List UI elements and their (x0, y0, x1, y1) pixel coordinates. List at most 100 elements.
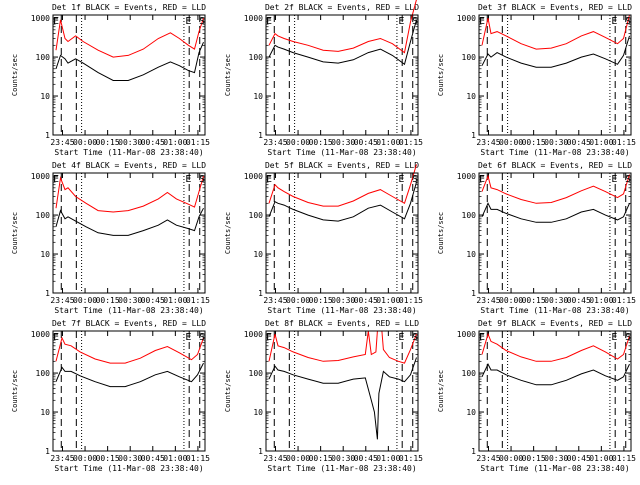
y-tick-label: 1000 (457, 330, 476, 339)
event-marker-label: E (185, 16, 191, 27)
chart-title: Det 3f BLACK = Events, RED = LLD (478, 3, 632, 12)
x-tick-label: 23:45 (476, 138, 500, 147)
chart-title: Det 5f BLACK = Events, RED = LLD (265, 161, 419, 170)
x-tick-label: 00:45 (141, 454, 165, 463)
x-tick-label: 01:00 (376, 138, 400, 147)
x-tick-label: 00:00 (499, 138, 523, 147)
series-line-events (268, 181, 417, 222)
x-axis-label: Start Time (11-Mar-08 23:38:40) (480, 464, 629, 473)
series-line-lld (55, 336, 204, 364)
x-tick-label: 00:00 (73, 138, 97, 147)
y-tick-label: 1000 (244, 330, 263, 339)
x-tick-label: 00:30 (544, 138, 568, 147)
y-axis-label: Counts/sec (11, 54, 19, 96)
event-marker-label: E (479, 174, 485, 185)
x-tick-label: 01:00 (589, 454, 613, 463)
event-marker-label: E (185, 174, 191, 185)
y-tick-label: 1 (258, 447, 263, 456)
x-tick-label: 00:15 (96, 138, 120, 147)
y-tick-label: 100 (462, 369, 477, 378)
y-tick-label: 100 (462, 53, 477, 62)
event-marker-label: S (625, 16, 631, 27)
plot-frame (478, 330, 632, 452)
chart-title: Det 2f BLACK = Events, RED = LLD (265, 3, 419, 12)
series-line-lld (55, 17, 204, 58)
x-tick-label: 00:45 (567, 138, 591, 147)
x-tick-label: 23:45 (263, 138, 287, 147)
x-tick-label: 01:15 (612, 454, 636, 463)
x-tick-label: 01:00 (376, 454, 400, 463)
x-tick-label: 00:30 (331, 454, 355, 463)
y-tick-label: 10 (253, 250, 263, 259)
event-marker-label: E (398, 174, 404, 185)
x-axis-label: Start Time (11-Mar-08 23:38:40) (480, 148, 629, 157)
x-tick-label: 23:45 (263, 296, 287, 305)
x-tick-label: 00:00 (73, 296, 97, 305)
x-tick-label: 00:30 (118, 454, 142, 463)
y-tick-label: 10 (40, 250, 50, 259)
x-tick-label: 00:00 (73, 454, 97, 463)
x-tick-label: 01:15 (399, 138, 423, 147)
chart-title: Det 9f BLACK = Events, RED = LLD (478, 319, 632, 328)
x-axis-label: Start Time (11-Mar-08 23:38:40) (480, 306, 629, 315)
x-tick-label: 01:15 (186, 296, 210, 305)
event-marker-label: E (611, 332, 617, 343)
series-line-events (481, 35, 630, 68)
y-tick-label: 10 (40, 408, 50, 417)
x-tick-label: 00:00 (286, 454, 310, 463)
x-tick-label: 23:45 (263, 454, 287, 463)
chart-title: Det 6f BLACK = Events, RED = LLD (478, 161, 632, 170)
event-marker-label: E (53, 174, 59, 185)
event-marker-label: E (611, 174, 617, 185)
y-axis-label: Counts/sec (224, 370, 232, 412)
x-tick-label: 00:00 (286, 296, 310, 305)
x-tick-label: 01:00 (589, 138, 613, 147)
x-tick-label: 23:45 (50, 454, 74, 463)
plot-frame (265, 330, 419, 452)
y-tick-label: 100 (249, 53, 264, 62)
x-axis-label: Start Time (11-Mar-08 23:38:40) (267, 306, 416, 315)
y-tick-label: 1 (45, 131, 50, 140)
y-tick-label: 10 (466, 250, 476, 259)
x-tick-label: 00:30 (544, 296, 568, 305)
series-line-events (55, 362, 204, 388)
event-marker-label: S (199, 332, 205, 343)
y-tick-label: 1000 (457, 172, 476, 181)
x-tick-label: 00:45 (141, 138, 165, 147)
x-tick-label: 00:15 (522, 138, 546, 147)
x-tick-label: 00:45 (354, 296, 378, 305)
plot-frame (52, 14, 206, 136)
x-tick-label: 00:15 (96, 296, 120, 305)
event-marker-label: E (266, 174, 272, 185)
event-marker-label: S (199, 174, 205, 185)
y-axis-label: Counts/sec (437, 212, 445, 254)
event-marker-label: E (53, 332, 59, 343)
x-tick-label: 00:15 (96, 454, 120, 463)
x-axis-label: Start Time (11-Mar-08 23:38:40) (267, 464, 416, 473)
y-tick-label: 1 (471, 447, 476, 456)
y-tick-label: 10 (253, 408, 263, 417)
event-marker-label: E (611, 16, 617, 27)
y-axis-label: Counts/sec (437, 370, 445, 412)
x-tick-label: 01:00 (163, 296, 187, 305)
event-marker-label: E (479, 16, 485, 27)
y-tick-label: 100 (36, 53, 51, 62)
x-tick-label: 01:15 (399, 296, 423, 305)
event-marker-label: S (412, 174, 418, 185)
x-tick-label: 00:15 (309, 138, 333, 147)
event-marker-label: E (266, 16, 272, 27)
chart-title: Det 8f BLACK = Events, RED = LLD (265, 319, 419, 328)
x-axis-label: Start Time (11-Mar-08 23:38:40) (54, 306, 203, 315)
x-tick-label: 01:15 (186, 138, 210, 147)
y-tick-label: 1 (45, 447, 50, 456)
y-tick-label: 1 (258, 289, 263, 298)
x-tick-label: 23:45 (476, 454, 500, 463)
x-tick-label: 00:30 (331, 296, 355, 305)
series-line-lld (268, 0, 417, 54)
x-tick-label: 00:45 (141, 296, 165, 305)
x-tick-label: 00:00 (499, 296, 523, 305)
x-tick-label: 00:30 (118, 138, 142, 147)
y-tick-label: 1 (471, 289, 476, 298)
y-axis-label: Counts/sec (11, 370, 19, 412)
